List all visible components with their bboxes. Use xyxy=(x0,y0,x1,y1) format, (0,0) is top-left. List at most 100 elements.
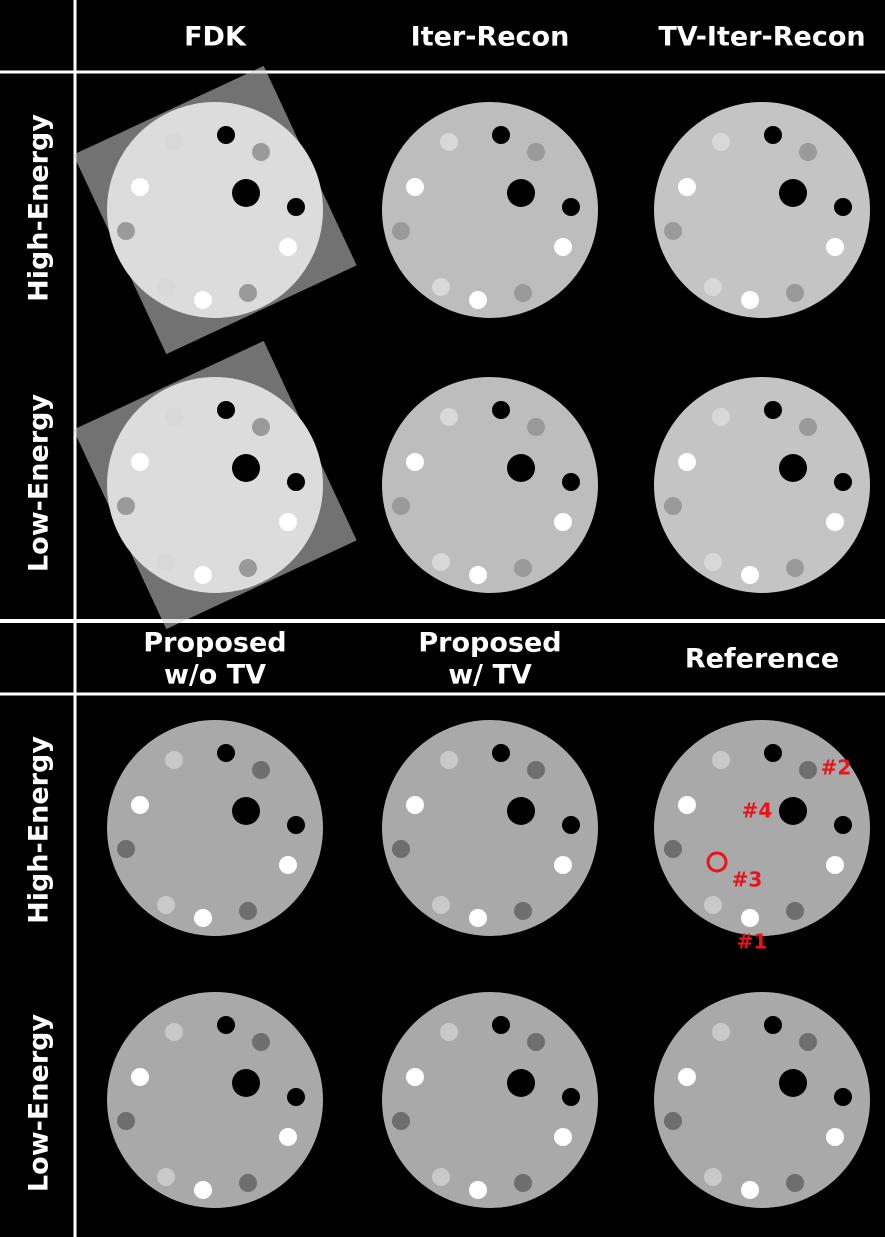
insert xyxy=(217,744,235,762)
column-header: w/o TV xyxy=(164,660,266,691)
insert xyxy=(507,179,535,207)
insert xyxy=(799,143,817,161)
insert xyxy=(392,1112,410,1130)
insert xyxy=(232,1069,260,1097)
row-label: High-Energy xyxy=(24,736,55,924)
insert xyxy=(239,559,257,577)
insert xyxy=(562,816,580,834)
insert xyxy=(165,133,183,151)
insert xyxy=(157,278,175,296)
insert xyxy=(252,418,270,436)
insert xyxy=(664,1112,682,1130)
insert xyxy=(741,566,759,584)
insert xyxy=(786,284,804,302)
insert xyxy=(678,796,696,814)
insert xyxy=(554,238,572,256)
insert xyxy=(131,453,149,471)
insert xyxy=(165,1023,183,1041)
insert xyxy=(527,418,545,436)
insert xyxy=(239,284,257,302)
insert xyxy=(712,133,730,151)
insert xyxy=(117,497,135,515)
insert xyxy=(432,278,450,296)
insert xyxy=(826,856,844,874)
ct-image xyxy=(654,992,870,1208)
insert xyxy=(527,1033,545,1051)
insert xyxy=(764,744,782,762)
insert xyxy=(287,198,305,216)
insert xyxy=(440,408,458,426)
insert xyxy=(469,566,487,584)
insert xyxy=(764,1016,782,1034)
insert xyxy=(279,856,297,874)
insert xyxy=(432,1168,450,1186)
insert xyxy=(440,751,458,769)
insert xyxy=(406,178,424,196)
insert xyxy=(194,566,212,584)
insert xyxy=(406,453,424,471)
insert xyxy=(664,497,682,515)
ct-image xyxy=(382,377,598,593)
insert xyxy=(131,796,149,814)
insert xyxy=(741,909,759,927)
insert xyxy=(217,401,235,419)
insert xyxy=(217,126,235,144)
insert xyxy=(704,278,722,296)
figure: FDKIter-ReconTV-Iter-ReconProposedw/o TV… xyxy=(0,0,885,1237)
annotation: #4 xyxy=(742,799,773,823)
insert xyxy=(826,238,844,256)
insert xyxy=(507,797,535,825)
insert xyxy=(440,1023,458,1041)
insert xyxy=(779,1069,807,1097)
insert xyxy=(562,473,580,491)
insert xyxy=(287,1088,305,1106)
insert xyxy=(554,513,572,531)
insert xyxy=(117,1112,135,1130)
row-label: Low-Energy xyxy=(24,1014,55,1193)
insert xyxy=(678,178,696,196)
insert xyxy=(514,1174,532,1192)
ct-image xyxy=(382,102,598,318)
insert xyxy=(406,1068,424,1086)
insert xyxy=(469,291,487,309)
insert xyxy=(554,856,572,874)
row-label: Low-Energy xyxy=(24,394,55,573)
ct-image xyxy=(107,992,323,1208)
insert xyxy=(194,909,212,927)
insert xyxy=(157,1168,175,1186)
insert xyxy=(678,1068,696,1086)
insert xyxy=(392,222,410,240)
insert xyxy=(514,284,532,302)
insert xyxy=(469,1181,487,1199)
insert xyxy=(440,133,458,151)
insert xyxy=(492,1016,510,1034)
insert xyxy=(252,761,270,779)
insert xyxy=(432,553,450,571)
ct-image xyxy=(654,720,870,936)
insert xyxy=(157,553,175,571)
insert xyxy=(131,178,149,196)
insert xyxy=(507,1069,535,1097)
insert xyxy=(562,1088,580,1106)
insert xyxy=(492,401,510,419)
insert xyxy=(664,222,682,240)
insert xyxy=(712,1023,730,1041)
insert xyxy=(492,744,510,762)
insert xyxy=(252,143,270,161)
annotation: #1 xyxy=(737,930,768,954)
insert xyxy=(779,179,807,207)
insert xyxy=(678,453,696,471)
insert xyxy=(786,902,804,920)
insert xyxy=(764,401,782,419)
insert xyxy=(826,1128,844,1146)
insert xyxy=(834,1088,852,1106)
insert xyxy=(779,454,807,482)
ct-image xyxy=(654,377,870,593)
insert xyxy=(392,497,410,515)
insert xyxy=(826,513,844,531)
insert xyxy=(165,408,183,426)
insert xyxy=(786,1174,804,1192)
insert xyxy=(492,126,510,144)
insert xyxy=(799,1033,817,1051)
annotation: #3 xyxy=(732,868,763,892)
